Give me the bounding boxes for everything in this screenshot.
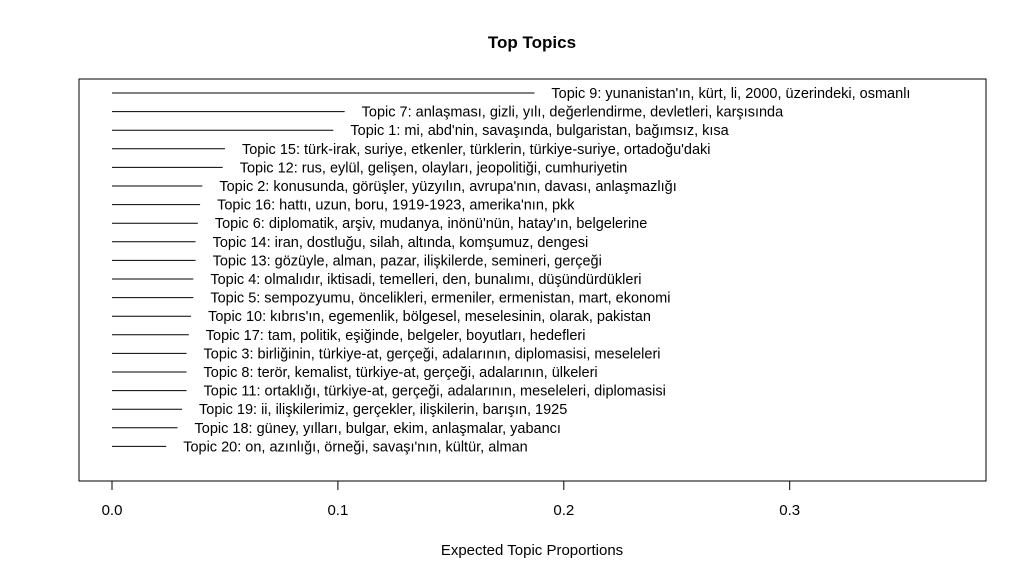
topic-label-13: Topic 10: kıbrıs'ın, egemenlik, bölgesel… [208,309,651,325]
topic-lines: Topic 9: yunanistan'ın, kürt, li, 2000, … [112,86,910,455]
topic-label-18: Topic 19: ii, ilişkilerimiz, gerçekler, … [199,402,567,418]
topic-label-10: Topic 13: gözüyle, alman, pazar, ilişkil… [213,253,602,269]
topic-label-2: Topic 7: anlaşması, gizli, yılı, değerle… [362,105,784,121]
chart-title: Top Topics [488,33,576,52]
topic-label-19: Topic 18: güney, yılları, bulgar, ekim, … [195,421,561,437]
topic-label-17: Topic 11: ortaklığı, türkiye-at, gerçeği… [204,384,666,400]
topic-label-15: Topic 3: birliğinin, türkiye-at, gerçeği… [204,346,661,362]
x-axis: 0.0 0.1 0.2 0.3 [102,480,800,519]
topic-label-16: Topic 8: terör, kemalist, türkiye-at, ge… [204,365,598,381]
topic-label-20: Topic 20: on, azınlığı, örneği, savaşı'n… [183,439,528,455]
topic-label-1: Topic 9: yunanistan'ın, kürt, li, 2000, … [551,86,910,102]
topic-label-3: Topic 1: mi, abd'nin, savaşında, bulgari… [350,123,729,139]
topic-label-4: Topic 15: türk-irak, suriye, etkenler, t… [242,142,711,158]
x-tick-label: 0.1 [327,502,348,519]
x-axis-label: Expected Topic Proportions [441,542,623,559]
x-tick-label: 0.2 [553,502,574,519]
topic-label-7: Topic 16: hattı, uzun, boru, 1919-1923, … [217,198,575,214]
topic-label-9: Topic 14: iran, dostluğu, silah, altında… [213,235,589,251]
x-tick-label: 0.0 [102,502,123,519]
topic-label-14: Topic 17: tam, politik, eşiğinde, belgel… [206,328,586,344]
topic-label-12: Topic 5: sempozyumu, öncelikleri, ermeni… [210,291,670,307]
topic-label-8: Topic 6: diplomatik, arşiv, mudanya, inö… [215,216,647,232]
topic-label-6: Topic 2: konusunda, görüşler, yüzyılın, … [219,179,676,195]
topic-label-5: Topic 12: rus, eylül, gelişen, olayları,… [240,160,628,176]
topic-label-11: Topic 4: olmalıdır, iktisadi, temelleri,… [210,272,641,288]
x-tick-label: 0.3 [779,502,800,519]
